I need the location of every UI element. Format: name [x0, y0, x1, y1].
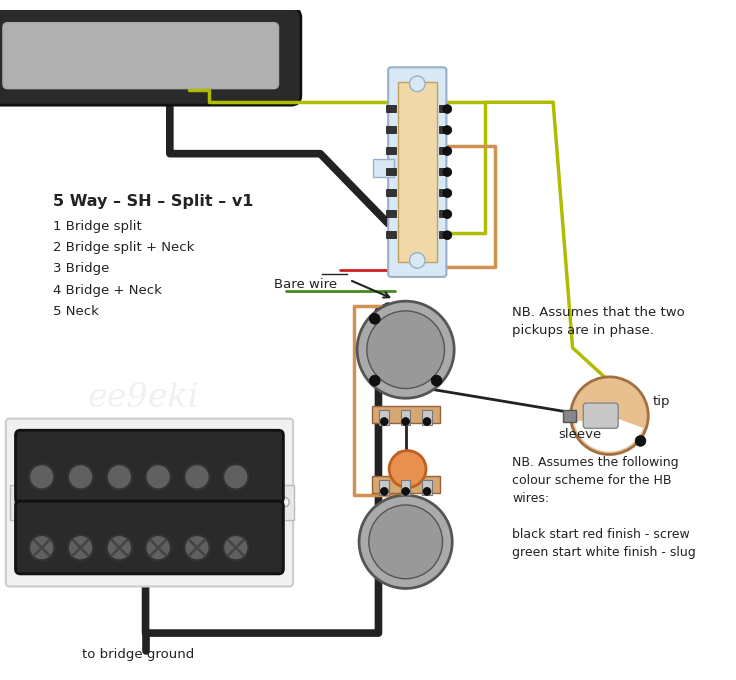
Circle shape [381, 488, 388, 495]
Circle shape [367, 311, 445, 388]
Bar [380, 480, 389, 495]
FancyBboxPatch shape [0, 8, 301, 105]
FancyBboxPatch shape [15, 430, 283, 503]
Circle shape [635, 436, 645, 446]
Text: Bare wire: Bare wire [274, 278, 337, 291]
Text: 5 Way – SH – Split – v1: 5 Way – SH – Split – v1 [54, 194, 254, 209]
Bar [386, 147, 396, 154]
Bar [10, 485, 29, 520]
FancyBboxPatch shape [6, 419, 293, 586]
Bar [372, 406, 439, 424]
Text: 2 Bridge split + Neck: 2 Bridge split + Neck [54, 241, 195, 254]
Circle shape [443, 147, 452, 156]
Circle shape [369, 313, 380, 324]
Circle shape [570, 377, 648, 454]
Circle shape [146, 535, 171, 560]
Circle shape [443, 126, 452, 135]
Bar [401, 410, 411, 426]
Circle shape [409, 253, 425, 268]
Bar [372, 160, 394, 177]
Bar [386, 105, 396, 112]
Text: 3 Bridge: 3 Bridge [54, 262, 110, 275]
Bar [386, 231, 396, 238]
Circle shape [185, 535, 210, 560]
Circle shape [29, 535, 54, 560]
Bar [439, 126, 448, 133]
Circle shape [223, 535, 249, 560]
Bar [439, 210, 448, 217]
Circle shape [68, 535, 93, 560]
FancyBboxPatch shape [15, 501, 283, 574]
Bar [439, 105, 448, 112]
Bar [439, 147, 448, 154]
Bar [439, 168, 448, 175]
Text: 5 Neck: 5 Neck [54, 305, 99, 318]
Bar [422, 410, 432, 426]
Circle shape [443, 189, 452, 197]
Bar [275, 485, 294, 520]
Circle shape [107, 464, 132, 490]
Bar [386, 210, 396, 217]
Text: NB. Assumes that the two
pickups are in phase.: NB. Assumes that the two pickups are in … [512, 306, 685, 337]
Circle shape [431, 375, 442, 386]
Wedge shape [574, 415, 643, 452]
Circle shape [389, 451, 426, 488]
Circle shape [402, 488, 409, 495]
Circle shape [280, 497, 289, 507]
Circle shape [443, 210, 452, 218]
Bar [380, 410, 389, 426]
Bar [386, 189, 396, 196]
Circle shape [15, 497, 24, 507]
Circle shape [381, 418, 388, 426]
Text: tip: tip [652, 394, 670, 407]
Circle shape [369, 505, 442, 579]
Bar [439, 189, 448, 196]
Circle shape [369, 375, 380, 386]
Text: sleeve: sleeve [558, 428, 601, 441]
Bar [386, 126, 396, 133]
Bar [422, 480, 432, 495]
Circle shape [359, 495, 452, 588]
Bar [372, 476, 439, 493]
Circle shape [443, 168, 452, 177]
Circle shape [107, 535, 132, 560]
Circle shape [68, 464, 93, 490]
Text: 1 Bridge split: 1 Bridge split [54, 220, 142, 233]
FancyBboxPatch shape [3, 22, 278, 88]
Bar [439, 231, 448, 238]
Circle shape [443, 231, 452, 239]
Circle shape [29, 464, 54, 490]
Bar [401, 480, 411, 495]
Circle shape [409, 76, 425, 92]
Circle shape [223, 464, 249, 490]
Circle shape [146, 464, 171, 490]
Circle shape [423, 418, 431, 426]
Text: 4 Bridge + Neck: 4 Bridge + Neck [54, 284, 162, 296]
Circle shape [423, 488, 431, 495]
Circle shape [402, 418, 409, 426]
FancyBboxPatch shape [388, 67, 447, 277]
Circle shape [185, 464, 210, 490]
Text: to bridge ground: to bridge ground [82, 647, 195, 661]
FancyBboxPatch shape [583, 403, 618, 428]
Bar [386, 168, 396, 175]
Text: ee9eki: ee9eki [88, 382, 199, 414]
Text: NB. Assumes the following
colour scheme for the HB
wires:

black start red finis: NB. Assumes the following colour scheme … [512, 456, 696, 560]
Circle shape [443, 105, 452, 114]
Bar [398, 82, 436, 262]
Bar [563, 410, 576, 422]
Circle shape [357, 301, 454, 398]
